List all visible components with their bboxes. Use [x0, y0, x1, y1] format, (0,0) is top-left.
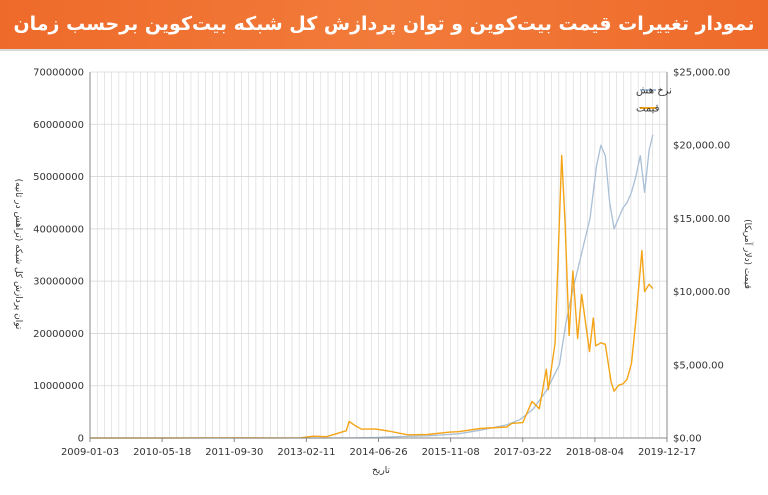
legend-label-hash-rate: نرخ هش — [636, 86, 672, 97]
y-left-tick-label: 70000000 — [33, 68, 84, 79]
price-series-line — [90, 154, 654, 439]
axes: 0 10000000 20000000 30000000 40000000 5000000… — [33, 68, 730, 459]
x-tick-label: 2011-09-30 — [205, 447, 263, 458]
y-left-tick-label: 60000000 — [33, 120, 84, 131]
y-left-tick-label: 10000000 — [33, 381, 84, 392]
y-left-tick-label: 30000000 — [33, 277, 84, 288]
legend-label-price: قیمت — [636, 104, 660, 115]
y-left-tick-label: 0 — [78, 434, 84, 445]
y-right-tick-label: $25,000.00 — [673, 68, 730, 79]
y-axis-right-title: قیمت (دلار آمریکا) — [742, 219, 754, 289]
legend: نرخ هش قیمت — [636, 86, 672, 115]
y-left-tick-label: 50000000 — [33, 172, 84, 183]
y-axis-left-title: توان پردازش کل شبکه (تراهش در ثانیه) — [13, 179, 23, 330]
y-right-tick-label: $10,000.00 — [673, 287, 730, 298]
x-tick-label: 2013-02-11 — [277, 447, 335, 458]
banner-divider — [0, 49, 768, 51]
grid — [89, 71, 668, 439]
series-layer — [90, 134, 654, 439]
y-right-tick-label: $15,000.00 — [673, 214, 730, 225]
chart-title: نمودار تغییرات قیمت بیت‌کوین و توان پردا… — [13, 13, 755, 35]
x-tick-label: 2015-11-08 — [422, 447, 480, 458]
y-right-tick-label: $20,000.00 — [673, 141, 730, 152]
hash-rate-series-line — [90, 134, 654, 439]
chart-area: 0 10000000 20000000 30000000 40000000 5000000… — [13, 68, 754, 477]
x-tick-label: 2019-12-17 — [638, 447, 696, 458]
x-tick-label: 2014-06-26 — [349, 447, 407, 458]
y-left-tick-label: 20000000 — [33, 329, 84, 340]
x-tick-label: 2010-05-18 — [133, 447, 191, 458]
y-left-tick-label: 40000000 — [33, 224, 84, 235]
x-axis-title: تاریخ — [372, 466, 390, 476]
x-tick-label: 2018-08-04 — [566, 447, 624, 458]
title-banner — [0, 0, 768, 49]
x-tick-label: 2009-01-03 — [61, 447, 119, 458]
y-right-tick-label: $5,000.00 — [673, 360, 724, 371]
y-right-tick-label: $0.00 — [673, 434, 702, 445]
x-tick-label: 2017-03-22 — [494, 447, 552, 458]
